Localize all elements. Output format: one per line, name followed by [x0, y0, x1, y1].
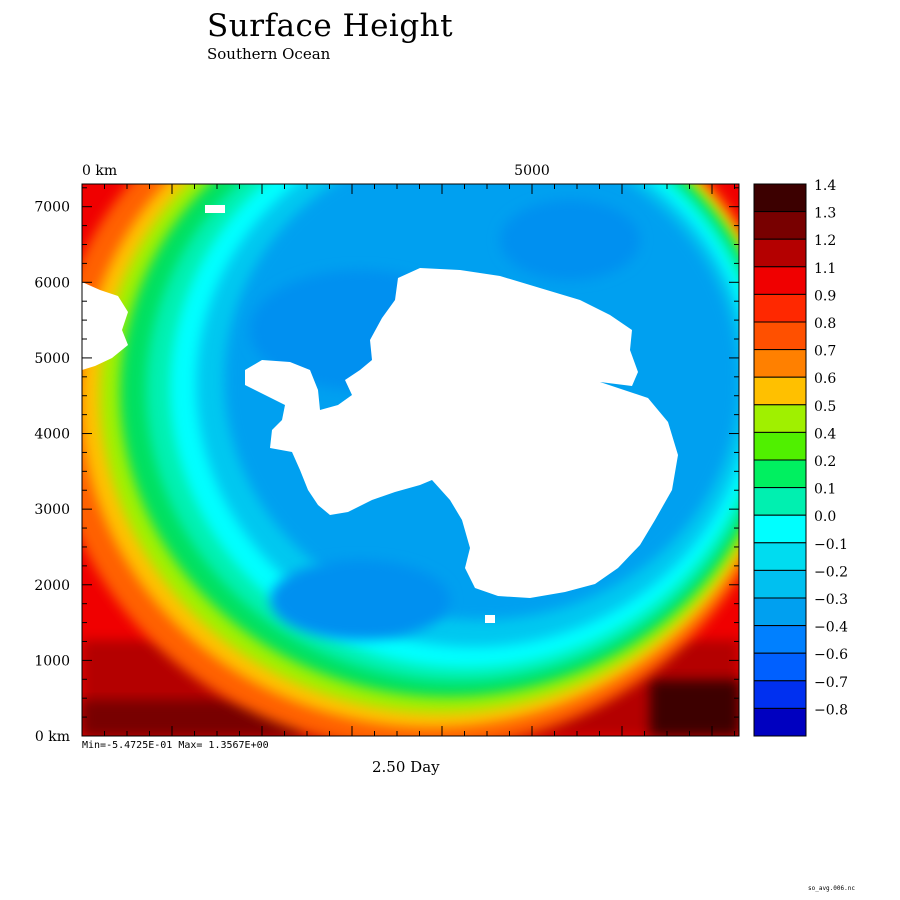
min-max-label: Min=-5.4725E-01 Max= 1.3567E+00: [82, 740, 269, 751]
colorbar-swatch: [753, 487, 807, 516]
y-tick-label: 0 km: [35, 729, 70, 745]
colorbar-label: 0.7: [814, 344, 836, 360]
colorbar-label: 0.2: [814, 454, 836, 470]
y-tick-label: 2000: [34, 578, 70, 594]
time-label: 2.50 Day: [372, 758, 440, 776]
field-bottom-right-darkest: [650, 680, 739, 736]
colorbar-swatch: [753, 707, 807, 737]
colorbar-swatch: [753, 652, 807, 682]
colorbar-swatch: [753, 459, 807, 489]
colorbar-swatch: [753, 183, 807, 213]
x-tick-label: 5000: [514, 163, 550, 179]
colorbar-label: 1.3: [814, 206, 836, 222]
axis-ticks: [81, 184, 739, 737]
colorbar-label: 1.2: [814, 233, 836, 249]
y-tick-label: 3000: [34, 502, 70, 518]
field-patch-deepblue: [270, 560, 450, 640]
colorbar-swatch: [753, 569, 807, 599]
colorbar-label: 0.6: [814, 371, 836, 387]
colorbar-label: −0.2: [814, 564, 848, 580]
colorbar-swatch: [753, 376, 807, 406]
colorbar-swatch: [753, 238, 807, 268]
colorbar-swatch: [753, 514, 807, 544]
colorbar-label: 0.4: [814, 426, 836, 442]
colorbar-swatch: [753, 404, 807, 433]
y-tick-label: 6000: [34, 275, 70, 291]
heatmap-field: [82, 184, 739, 736]
colorbar-label: 1.4: [814, 178, 836, 194]
y-tick-label: 5000: [34, 351, 70, 367]
colorbar-label: 0.9: [814, 288, 836, 304]
axis-tick-labels: 0 km 1000 2000 3000 4000 5000 6000 7000 0 km 5000: [34, 163, 549, 745]
colorbar-label: −0.4: [814, 620, 848, 636]
chart-title: Surface Height: [207, 8, 454, 44]
colorbar-label: 1.1: [814, 261, 836, 277]
colorbar-swatch: [753, 542, 807, 571]
antarctica-land: [245, 268, 678, 598]
colorbar-label: 0.0: [814, 509, 836, 525]
colorbar-swatch: [753, 293, 807, 323]
colorbar-label: 0.1: [814, 482, 836, 498]
y-tick-label: 4000: [34, 427, 70, 443]
y-tick-label: 1000: [34, 653, 70, 669]
colorbar-swatch: [753, 211, 807, 240]
colorbar-label: 0.8: [814, 316, 836, 332]
colorbar-label: −0.3: [814, 592, 848, 608]
colorbar-label: −0.1: [814, 537, 848, 553]
colorbar-swatch: [753, 349, 807, 378]
colorbar-label: −0.7: [814, 675, 848, 691]
chart-subtitle: Southern Ocean: [207, 45, 331, 63]
colorbar-label: −0.6: [814, 647, 848, 663]
colorbar-swatch: [753, 321, 807, 351]
south-america-land: [82, 282, 128, 370]
x-tick-label: 0 km: [82, 163, 117, 179]
y-tick-label: 7000: [34, 200, 70, 216]
field-patch-deepblue-3: [500, 200, 640, 280]
colorbar-swatch: [753, 680, 807, 709]
colorbar-swatch: [753, 431, 807, 461]
colorbar-swatch: [753, 597, 807, 627]
colorbar-label: 0.5: [814, 399, 836, 415]
colorbar: 1.4 1.3 1.2 1.1 0.9 0.8 0.7 0.6 0.5 0.4 0.2 0.1 0.0 −…: [753, 178, 848, 737]
colorbar-swatch: [753, 266, 807, 295]
plot-frame: [81, 183, 740, 737]
island-small: [205, 205, 225, 213]
file-label: so_avg.006.nc: [808, 885, 855, 892]
island-small-2: [485, 615, 495, 623]
colorbar-label: −0.8: [814, 702, 848, 718]
colorbar-swatch: [753, 625, 807, 654]
